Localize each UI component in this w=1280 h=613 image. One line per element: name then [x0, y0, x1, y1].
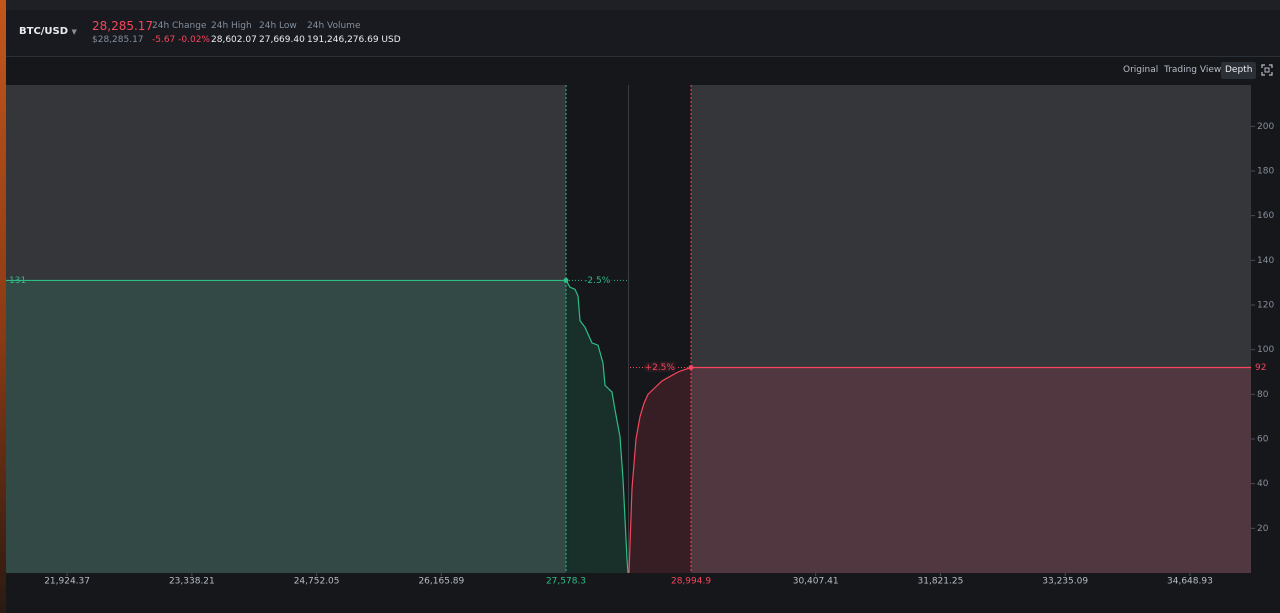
- y-tick-label: 100: [1257, 345, 1274, 355]
- stat-label: 24h Volume: [307, 21, 361, 31]
- range-marker-dot: [688, 365, 694, 371]
- view-button[interactable]: Original: [1123, 65, 1159, 75]
- y-tick-label: 40: [1257, 479, 1269, 489]
- depth-line: [628, 366, 692, 574]
- pair-selector[interactable]: BTC/USD ▼: [19, 26, 77, 37]
- x-tick-label: 34,648.93: [1167, 577, 1213, 587]
- range-marker-tag-bg: [671, 575, 712, 587]
- stat-value: -5.67 -0.02%: [152, 35, 210, 45]
- range-marker-price: 27,578.3: [546, 577, 586, 587]
- y-tick-label: 160: [1257, 211, 1274, 221]
- depth-label: 131: [9, 276, 26, 286]
- last-price: 28,285.17: [92, 19, 154, 33]
- x-tick-label: 30,407.41: [793, 577, 839, 587]
- x-tick-label: 23,338.21: [169, 577, 215, 587]
- stat-value: 191,246,276.69 USD: [307, 35, 401, 45]
- x-tick-label: 26,165.89: [418, 577, 464, 587]
- range-marker-label: -2.5%: [584, 276, 611, 286]
- range-outside: [6, 85, 567, 573]
- depth-label: 92: [1255, 363, 1266, 373]
- depth-area: [629, 367, 1251, 573]
- y-tick-label: 120: [1257, 300, 1274, 310]
- x-tick-label: 21,924.37: [44, 577, 90, 587]
- y-tick-label: 60: [1257, 434, 1269, 444]
- stat-label: 24h Change: [152, 21, 207, 31]
- desktop-edge: [0, 0, 6, 613]
- y-tick-label: 140: [1257, 256, 1274, 266]
- view-button[interactable]: Depth: [1221, 62, 1257, 79]
- x-tick-label: 33,235.09: [1042, 577, 1088, 587]
- y-tick-label: 180: [1257, 166, 1274, 176]
- range-outside: [691, 85, 1251, 573]
- top-bar: [0, 0, 1280, 10]
- x-tick-label: 31,821.25: [918, 577, 964, 587]
- x-tick-label: 24,752.05: [294, 577, 340, 587]
- y-tick-label: 80: [1257, 390, 1269, 400]
- stat-value: 28,602.07: [211, 35, 257, 45]
- view-button[interactable]: Trading View: [1164, 65, 1222, 75]
- ticker-header: BTC/USD ▼ 28,285.17 $28,285.17 24h Chang…: [6, 10, 1280, 57]
- stat-label: 24h High: [211, 21, 252, 31]
- last-price-usd: $28,285.17: [92, 35, 144, 45]
- pair: BTC/USD: [19, 26, 69, 37]
- range-marker-price: 28,994.9: [671, 577, 711, 587]
- fullscreen-icon[interactable]: [1261, 64, 1273, 76]
- y-tick-label: 20: [1257, 524, 1269, 534]
- depth-area: [6, 280, 629, 573]
- range-marker-dot: [563, 277, 569, 283]
- stat-label: 24h Low: [259, 21, 297, 31]
- range-marker-label: +2.5%: [645, 363, 676, 373]
- y-tick-label: 200: [1257, 122, 1274, 132]
- depth-line: [565, 280, 629, 574]
- range-marker-tag-bg: [546, 575, 587, 587]
- stat-value: 27,669.40: [259, 35, 305, 45]
